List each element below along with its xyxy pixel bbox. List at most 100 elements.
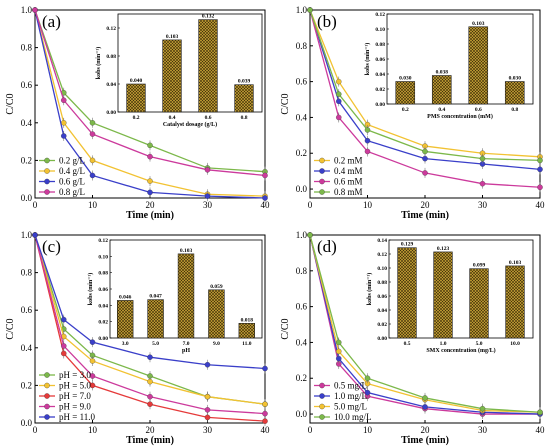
inset-y-tick-label: 0.08 [377, 280, 387, 286]
data-point [422, 148, 428, 155]
inset-y-tick-label: 0.00 [377, 336, 387, 342]
inset-bar [126, 83, 146, 113]
series-line [309, 234, 541, 413]
inset-y-tick-label: 0.12 [375, 12, 385, 18]
inset-bar [433, 251, 453, 339]
x-tick-label: 40 [536, 200, 546, 210]
series-line [309, 9, 541, 162]
inset-bar [177, 253, 195, 339]
legend-swatch-point [44, 372, 50, 378]
inset-y-tick-label: 0.04 [377, 308, 387, 314]
y-tick-label: 0.6 [21, 305, 33, 315]
inset-bar [505, 265, 525, 339]
inset-x-tick-label: 3.0 [122, 341, 129, 347]
legend-swatch-point [319, 157, 325, 164]
data-point [204, 193, 211, 199]
inset-y-tick-label: 0.00 [98, 336, 108, 342]
y-tick-label: 1.0 [21, 5, 33, 15]
inset-bar [469, 268, 489, 339]
y-axis-title: C/C0 [280, 93, 291, 114]
inset-x-tick-label: 0.2 [133, 115, 140, 121]
data-point [537, 184, 543, 191]
y-tick-label: 0.2 [296, 148, 307, 158]
legend-entry: pH = 11.0 [59, 412, 95, 422]
series-line [34, 234, 266, 370]
legend-entry: 10.0 mg/L [334, 412, 372, 422]
inset-x-tick-label: 0.8 [511, 107, 518, 113]
series-line [34, 9, 266, 199]
series-line [309, 9, 541, 170]
inset-bar-value-label: 0.018 [241, 317, 254, 323]
data-point [89, 131, 96, 137]
x-tick-label: 20 [421, 425, 431, 435]
x-tick-label: 20 [146, 200, 156, 210]
panel-c: 0 10 20 30 40 0.0 0.2 0.4 0.6 0.8 1.0 Time (min) C/C… [5, 230, 270, 446]
x-tick-label: 30 [203, 425, 213, 435]
inset-bar-value-label: 0.099 [473, 263, 486, 269]
data-point [32, 7, 38, 13]
legend-swatch-point [319, 189, 325, 195]
y-tick-label: 0.4 [21, 118, 33, 128]
data-point [479, 155, 486, 162]
inset-y-tick-label: 0.10 [377, 266, 387, 272]
y-tick-label: 0.0 [21, 193, 33, 203]
inset-bar [147, 299, 164, 339]
inset-y-tick-label: 0.02 [377, 322, 387, 328]
inset-bar-value-label: 0.129 [401, 242, 414, 248]
data-point [147, 354, 153, 360]
inset-y-tick-label: 0.12 [98, 238, 108, 244]
panel-label: (d) [317, 237, 337, 256]
data-point [89, 373, 96, 379]
y-tick-label: 0.0 [296, 409, 308, 419]
y-tick-label: 0.4 [296, 337, 308, 347]
inset-bar-value-label: 0.103 [180, 248, 193, 254]
inset-y-tick-label: 0.10 [375, 27, 385, 33]
inset-y-tick-label: 0.08 [98, 271, 108, 277]
data-point [422, 404, 428, 410]
legend-swatch-point [44, 178, 50, 185]
x-tick-label: 0 [33, 200, 38, 210]
data-point [335, 98, 342, 105]
inset-bar [116, 300, 134, 339]
inset-bar [208, 289, 225, 339]
legend-entry: pH = 5.0 [59, 381, 91, 391]
series-line [309, 9, 541, 158]
inset-y-tick-label: 0.02 [98, 320, 108, 326]
data-point [89, 358, 96, 364]
inset-y-tick-label: 0.08 [106, 54, 116, 60]
inset-x-axis-title: pH [182, 348, 190, 354]
inset-x-tick-label: 5.0 [152, 341, 159, 347]
data-point [61, 343, 67, 349]
data-point [89, 382, 96, 389]
inset-bar-chart: 0.00 0.02 0.04 0.06 0.08 0.10 0.12 0.14 0.129 0.5… [366, 238, 534, 354]
x-tick-label: 10 [363, 425, 373, 435]
legend-entry: 0.2 g/L [59, 156, 85, 166]
data-point [537, 409, 543, 416]
inset-bar-value-label: 0.047 [149, 294, 162, 300]
series-line [309, 234, 541, 415]
inset-bar-chart: 0.00 0.02 0.04 0.06 0.08 0.10 0.12 0.046 3.0 0.04… [87, 238, 263, 354]
x-tick-label: 0 [33, 425, 38, 435]
x-tick-label: 20 [146, 425, 156, 435]
data-point [335, 114, 342, 121]
inset-x-axis-title: PMS concentration (mM) [427, 113, 493, 120]
data-point [147, 153, 153, 160]
y-tick-label: 0.0 [296, 184, 308, 194]
x-tick-label: 0 [308, 425, 313, 435]
legend-swatch-point [319, 178, 325, 185]
x-axis-title: Time (min) [401, 435, 449, 446]
data-point [422, 395, 428, 401]
inset-x-tick-label: 10.0 [510, 341, 520, 347]
legend-entry: 0.5 mg/L [334, 381, 367, 391]
data-point [61, 350, 67, 357]
inset-y-tick-label: 0.12 [377, 252, 387, 258]
y-tick-label: 1.0 [21, 230, 33, 240]
y-axis-title: C/C0 [5, 93, 16, 114]
inset-y-tick-label: 0.10 [98, 254, 108, 260]
data-point [89, 172, 96, 179]
data-point [147, 401, 153, 407]
inset-bar-chart: 0.00 0.02 0.04 0.06 0.08 0.10 0.12 0.030 0.2 0.03… [364, 12, 534, 120]
data-point [89, 339, 96, 345]
data-point [364, 148, 371, 155]
data-point [61, 97, 67, 103]
